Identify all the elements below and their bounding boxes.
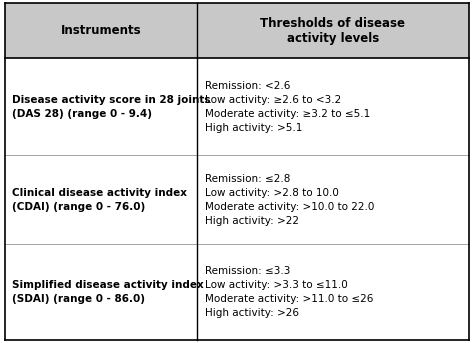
- Text: Clinical disease activity index
(CDAI) (range 0 - 76.0): Clinical disease activity index (CDAI) (…: [12, 188, 187, 212]
- Bar: [5, 155, 469, 244]
- Text: Remission: ≤3.3
Low activity: >3.3 to ≤11.0
Moderate activity: >11.0 to ≤26
High: Remission: ≤3.3 Low activity: >3.3 to ≤1…: [205, 266, 374, 318]
- Text: Remission: ≤2.8
Low activity: >2.8 to 10.0
Moderate activity: >10.0 to 22.0
High: Remission: ≤2.8 Low activity: >2.8 to 10…: [205, 174, 374, 226]
- Text: Thresholds of disease
activity levels: Thresholds of disease activity levels: [261, 17, 405, 45]
- Text: Simplified disease activity index
(SDAI) (range 0 - 86.0): Simplified disease activity index (SDAI)…: [12, 280, 204, 304]
- Text: Disease activity score in 28 joints
(DAS 28) (range 0 - 9.4): Disease activity score in 28 joints (DAS…: [12, 95, 210, 119]
- Bar: [5, 58, 469, 155]
- Text: Remission: <2.6
Low activity: ≥2.6 to <3.2
Moderate activity: ≥3.2 to ≤5.1
High : Remission: <2.6 Low activity: ≥2.6 to <3…: [205, 81, 371, 133]
- Bar: [5, 3, 469, 58]
- Bar: [5, 244, 469, 340]
- Text: Instruments: Instruments: [60, 24, 141, 37]
